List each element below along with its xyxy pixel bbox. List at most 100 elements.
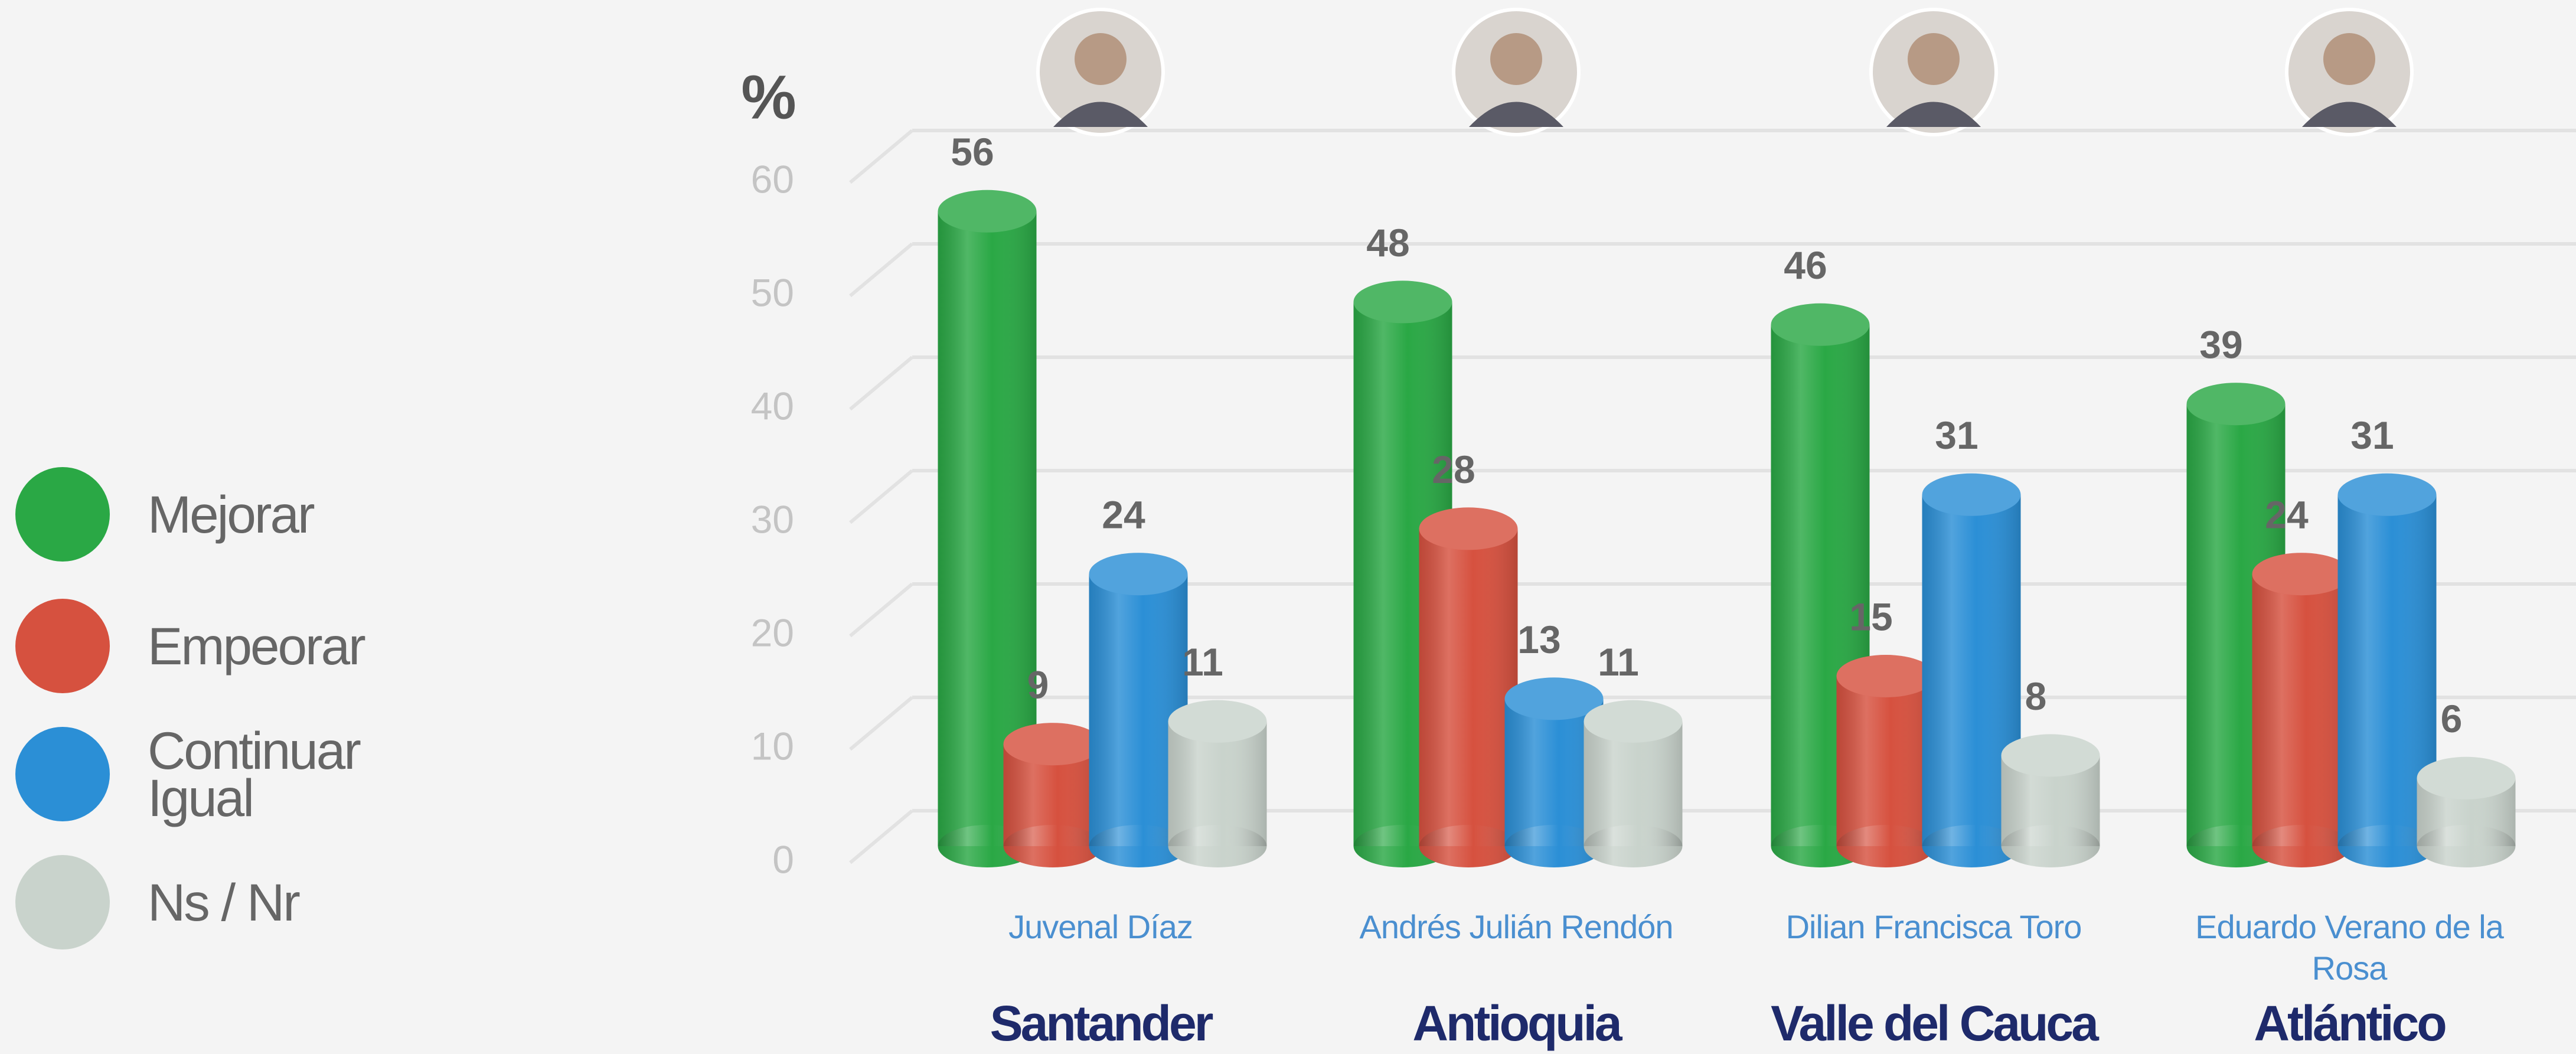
bar-cap <box>2337 473 2437 516</box>
bar-shade <box>1419 528 1518 846</box>
portrait-body <box>1053 102 1148 127</box>
value-label: 11 <box>1182 640 1223 684</box>
bar-cap <box>1003 723 1102 766</box>
y-tick-label: 20 <box>751 611 794 654</box>
value-label: 9 <box>1027 663 1049 707</box>
grid-line <box>849 582 913 638</box>
bar-shade <box>1836 825 1935 867</box>
candidate-name: Eduardo Verano de la Rosa <box>2195 908 2504 987</box>
y-axis-label: % <box>741 63 796 132</box>
value-label: 39 <box>2199 323 2242 367</box>
bar-shade <box>1504 825 1604 867</box>
bar-cap <box>1504 677 1604 720</box>
legend-swatch <box>15 727 110 821</box>
y-tick-label: 0 <box>772 837 794 881</box>
bar-cap-highlight <box>1771 303 1870 346</box>
portrait-body <box>2302 102 2397 127</box>
value-label: 11 <box>1598 640 1639 684</box>
value-label: 8 <box>2025 674 2047 718</box>
legend-label: Mejorar <box>148 485 315 544</box>
legend-swatch <box>15 467 110 562</box>
grid-line <box>849 696 913 751</box>
value-label: 31 <box>1935 413 1978 457</box>
bar-cap-highlight <box>1003 723 1102 766</box>
portrait-head <box>1490 33 1542 85</box>
bar-cap-highlight <box>1922 473 2021 516</box>
bar-cap-highlight <box>1584 700 1683 743</box>
grid-line <box>849 355 913 411</box>
portrait-head <box>2323 33 2375 85</box>
y-tick-label: 40 <box>751 384 794 428</box>
bar-cap <box>1771 303 1870 346</box>
candidate-name: Andrés Julián Rendón <box>1359 908 1673 945</box>
bar-shade <box>1168 825 1267 867</box>
portrait-head <box>1908 33 1960 85</box>
bar-cap-highlight <box>1089 553 1188 596</box>
y-tick-label: 30 <box>751 497 794 541</box>
bar-shade <box>1584 825 1683 867</box>
bar-shade <box>1419 825 1518 867</box>
y-tick-label: 10 <box>751 724 794 768</box>
bar-cap-highlight <box>2337 473 2437 516</box>
legend-swatch <box>15 599 110 693</box>
bar-shade <box>2001 825 2100 867</box>
x-tick-label: Antioquia <box>1412 996 1622 1051</box>
legend-swatch <box>15 855 110 949</box>
value-label: 6 <box>2441 697 2463 740</box>
bar-shade <box>2252 825 2351 867</box>
bar-cap-highlight <box>1353 280 1452 324</box>
portrait-body <box>1886 102 1981 127</box>
legend-label: Empeorar <box>148 616 366 676</box>
bar-cap-highlight <box>1836 655 1935 697</box>
grid-line <box>849 242 913 298</box>
value-label: 48 <box>1366 221 1409 265</box>
bar-cap-highlight <box>2417 756 2516 800</box>
bar-cap-highlight <box>938 190 1037 233</box>
x-tick-label: Atlántico <box>2254 996 2447 1051</box>
bar-shade <box>2417 825 2516 867</box>
bar-cap-highlight <box>1504 677 1604 720</box>
x-tick-label: Santander <box>990 996 1214 1051</box>
value-label: 24 <box>2265 493 2309 537</box>
legend-label: Ns / Nr <box>148 873 301 932</box>
bar-shade <box>1003 825 1102 867</box>
grid-line <box>849 129 913 184</box>
value-label: 46 <box>1784 243 1827 287</box>
value-label: 28 <box>1432 448 1475 491</box>
value-label: 24 <box>1102 493 1145 537</box>
bar-cap-highlight <box>2252 553 2351 596</box>
grid-line <box>849 469 913 524</box>
bar-shade <box>1089 825 1188 867</box>
bar-cap <box>2417 756 2516 800</box>
portrait-body <box>1469 102 1563 127</box>
grid-line <box>849 809 913 864</box>
bar-cap-highlight <box>2001 734 2100 777</box>
bar-cap <box>1353 280 1452 324</box>
candidate-name: Dilian Francisca Toro <box>1785 908 2082 945</box>
bar-cap <box>2252 553 2351 596</box>
portrait-head <box>1075 33 1127 85</box>
bar-cap <box>1089 553 1188 596</box>
bar-shade <box>2252 574 2351 846</box>
legend-label: Continuar Igual <box>148 721 361 827</box>
value-label: 15 <box>1849 595 1892 638</box>
bar-cap <box>1584 700 1683 743</box>
bar-cap <box>1419 507 1518 550</box>
y-tick-label: 50 <box>751 270 794 314</box>
value-label: 31 <box>2350 413 2394 457</box>
bar-cap <box>1922 473 2021 516</box>
candidate-name: Juvenal Díaz <box>1008 908 1193 945</box>
value-label: 56 <box>951 130 994 174</box>
bar-cap-highlight <box>1168 700 1267 743</box>
bar-cap-highlight <box>2186 383 2286 426</box>
bar-cap <box>1836 655 1935 697</box>
bar-cap <box>2001 734 2100 777</box>
bar-cap-highlight <box>1419 507 1518 550</box>
value-label: 13 <box>1517 618 1560 661</box>
bar-shade <box>1922 825 2021 867</box>
bar-shade <box>1836 676 1935 846</box>
bar-cap <box>1168 700 1267 743</box>
bar-cap <box>2186 383 2286 426</box>
